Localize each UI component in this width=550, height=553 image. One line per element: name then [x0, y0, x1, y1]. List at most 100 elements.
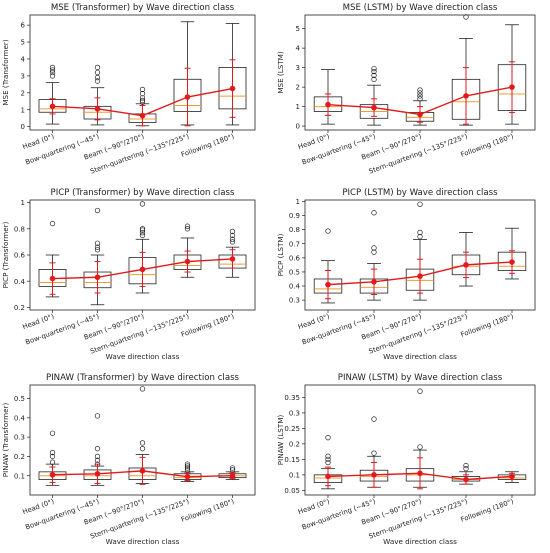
mean-point [417, 470, 423, 477]
y-tick-label: 0.4 [14, 278, 26, 286]
y-tick-label: 2 [21, 89, 25, 97]
outlier-point [371, 65, 377, 72]
mean-point [325, 473, 331, 480]
chart-title: PICP (LSTM) by Wave direction class [342, 188, 498, 198]
chart-panel-1: MSE (Transformer) by Wave direction clas… [1, 3, 256, 176]
mean-point [463, 262, 469, 268]
x-tick-label: Head (0°) [21, 497, 55, 516]
mean-point [49, 103, 56, 110]
mean-point [49, 275, 56, 282]
x-tick-label: Head (0°) [297, 497, 331, 516]
mean-point [184, 258, 191, 265]
y-tick-label: 0.2 [289, 440, 300, 448]
mean-point [184, 473, 191, 480]
mean-point [49, 471, 56, 478]
outlier-point [94, 413, 101, 419]
y-tick-label: 0.5 [289, 269, 300, 277]
mean-point [139, 468, 146, 474]
outlier-point [371, 450, 377, 456]
chart-panel-6: PINAW (LSTM) by Wave direction class 0.05… [276, 373, 536, 546]
outlier-point [417, 444, 423, 450]
y-tick-label: 1 [21, 199, 25, 207]
outlier-point [417, 201, 423, 207]
y-tick-label: 0.05 [284, 487, 300, 495]
x-tick-label: Bow-quartering (~45°) [24, 312, 100, 346]
y-tick-label: 0.15 [284, 456, 300, 464]
outlier-point [139, 95, 146, 101]
chart-panel-4: PICP (LSTM) by Wave direction class 0.3 0.… [276, 188, 536, 361]
outlier-point [184, 463, 191, 469]
outlier-point [94, 207, 101, 214]
y-axis-label: MSE (Transformer) [1, 39, 10, 106]
outlier-point [139, 226, 146, 232]
outlier-point [229, 228, 236, 235]
y-tick-label: 6 [21, 22, 26, 30]
y-tick-label: 0.35 [284, 394, 300, 402]
outlier-point [139, 232, 146, 239]
y-tick-label: 5 [296, 25, 300, 33]
outlier-point [229, 467, 236, 473]
outlier-point [417, 234, 423, 240]
outlier-point [371, 249, 377, 255]
y-tick-label: 3 [21, 72, 25, 80]
outlier-point [49, 459, 56, 465]
mean-point [325, 281, 331, 288]
y-axis-label: PICP (Transformer) [1, 221, 10, 288]
mean-point [509, 259, 515, 265]
outlier-point [49, 430, 56, 436]
mean-point [94, 470, 101, 477]
outlier-point [94, 69, 101, 76]
outlier-point [94, 457, 101, 463]
mean-point [509, 84, 515, 90]
outlier-point [229, 239, 236, 245]
chart-panel-2: MSE (LSTM) by Wave direction class 0 1 2 3 4 5… [276, 3, 536, 176]
y-tick-label: 0.8 [289, 226, 300, 234]
y-tick-label: 0.3 [289, 297, 300, 305]
x-tick-label: Head (0°) [21, 312, 55, 331]
y-tick-label: 0.5 [14, 395, 25, 403]
mean-point [371, 104, 377, 111]
y-tick-label: 0.3 [14, 434, 25, 442]
x-tick-label: Bow-quartering (~45°) [24, 497, 100, 531]
x-axis-label: Wave direction class [106, 537, 180, 546]
outlier-point [94, 64, 101, 71]
outlier-point [371, 72, 377, 79]
outlier-point [417, 388, 423, 394]
mean-point [94, 106, 101, 112]
outlier-point [463, 462, 469, 469]
outlier-point [94, 74, 101, 81]
outlier-point [49, 453, 56, 460]
mean-point [325, 101, 331, 108]
y-tick-label: 0.4 [14, 414, 26, 422]
y-tick-label: 4 [21, 56, 26, 64]
outlier-point [184, 465, 191, 471]
outlier-point [49, 69, 56, 76]
outlier-point [94, 247, 101, 253]
chart-title: PINAW (LSTM) by Wave direction class [338, 373, 503, 383]
y-tick-label: 0.2 [14, 453, 25, 461]
y-tick-label: 4 [296, 45, 301, 53]
x-tick-label: Head (0°) [21, 132, 55, 151]
y-tick-label: 0.2 [14, 304, 25, 312]
outlier-point [49, 449, 56, 456]
x-axis-label: Wave direction class [106, 352, 180, 361]
outlier-point [417, 87, 423, 93]
outlier-point [139, 97, 146, 104]
outlier-point [49, 220, 56, 227]
mean-point [417, 111, 423, 118]
chart-panel-5: PINAW (Transformer) by Wave direction cl… [1, 373, 256, 546]
mean-point [229, 256, 236, 262]
x-tick-label: Head (0°) [297, 312, 331, 331]
outlier-point [139, 230, 146, 236]
mean-point [463, 476, 469, 483]
mean-point [229, 85, 236, 92]
outlier-point [139, 201, 146, 207]
outlier-point [94, 453, 101, 460]
x-tick-label: Following (180°) [460, 132, 515, 159]
outlier-point [139, 90, 146, 97]
outlier-point [94, 446, 101, 452]
mean-point [184, 94, 191, 100]
mean-point [417, 273, 423, 279]
